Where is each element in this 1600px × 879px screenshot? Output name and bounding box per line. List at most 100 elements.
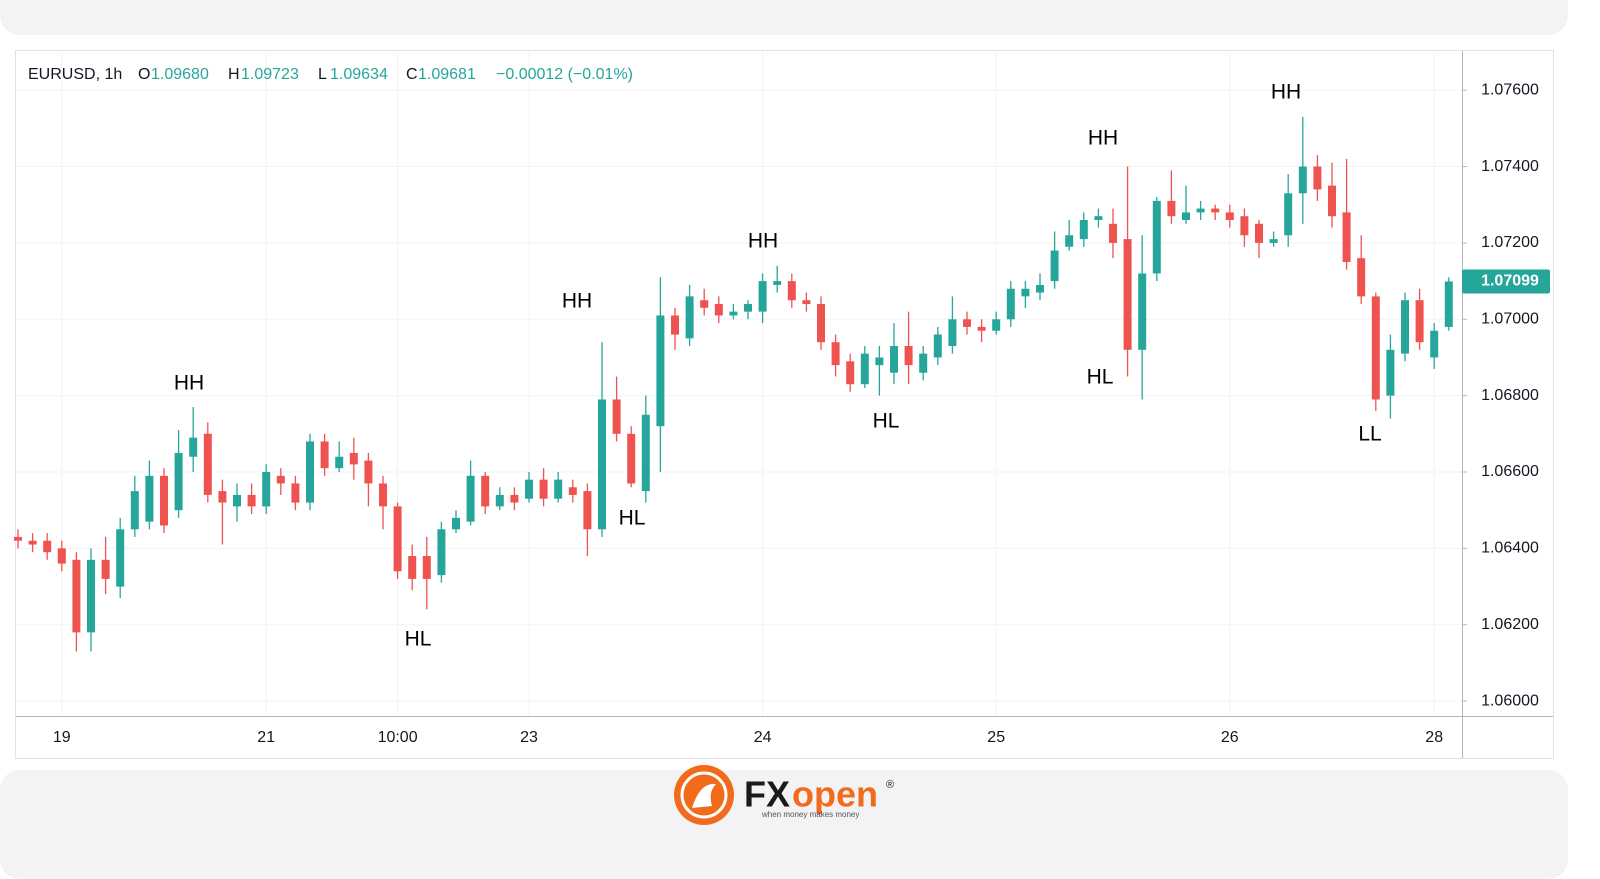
open-value: 1.09680 bbox=[151, 66, 209, 83]
logo-emblem-figure bbox=[692, 783, 716, 808]
y-tick-label: 1.07400 bbox=[1481, 158, 1539, 175]
candle-body bbox=[1401, 300, 1409, 354]
candle-body bbox=[1284, 193, 1293, 236]
candle-body bbox=[57, 548, 66, 564]
candle-body bbox=[320, 441, 329, 469]
swing-label: HH bbox=[1088, 127, 1118, 150]
candle-body bbox=[1328, 185, 1336, 217]
candle-body bbox=[276, 475, 285, 484]
candle-body bbox=[875, 357, 884, 366]
candle-body bbox=[452, 517, 460, 530]
logo-emblem-ring bbox=[680, 771, 728, 819]
candle-body bbox=[1109, 223, 1117, 243]
swing-label: HH bbox=[174, 372, 204, 395]
candle-body bbox=[714, 304, 723, 316]
x-tick-label: 25 bbox=[987, 729, 1005, 746]
candle-body bbox=[203, 433, 212, 495]
logo-fx: FX bbox=[744, 774, 790, 815]
candle-body bbox=[919, 353, 928, 373]
candle-body bbox=[744, 304, 752, 312]
candle-body bbox=[1182, 212, 1190, 221]
candle-body bbox=[568, 487, 577, 495]
candle-body bbox=[1342, 212, 1351, 263]
candle-body bbox=[1021, 288, 1030, 297]
last-price-label: 1.07099 bbox=[1481, 273, 1539, 290]
logo-tagline: when money makes money bbox=[761, 810, 859, 819]
grid bbox=[16, 52, 1462, 716]
logo-registered: ® bbox=[886, 779, 894, 791]
swing-label: HH bbox=[562, 290, 592, 313]
candle-body bbox=[641, 414, 650, 492]
candle-body bbox=[510, 494, 519, 503]
candle-body bbox=[408, 556, 417, 579]
candle-body bbox=[627, 433, 636, 484]
y-tick-label: 1.07600 bbox=[1481, 81, 1539, 98]
candle-body bbox=[1094, 216, 1103, 221]
candle-body bbox=[262, 472, 271, 507]
candle-body bbox=[729, 311, 738, 316]
candle-body bbox=[335, 456, 344, 469]
candle-body bbox=[1415, 300, 1424, 343]
candle-body bbox=[1269, 239, 1278, 243]
symbol: EURUSD, 1h bbox=[28, 66, 122, 83]
candle-body bbox=[525, 479, 533, 499]
candle-body bbox=[846, 361, 855, 385]
swing-label: LL bbox=[1358, 423, 1381, 446]
close-value: 1.09681 bbox=[418, 66, 476, 83]
candle-body bbox=[1196, 208, 1205, 213]
swing-label: HL bbox=[619, 507, 646, 530]
candle-body bbox=[14, 536, 22, 541]
candles bbox=[14, 116, 1453, 652]
candle-body bbox=[802, 300, 811, 305]
candle-body bbox=[933, 334, 942, 358]
candle-body bbox=[904, 346, 913, 366]
candle-body bbox=[174, 452, 183, 511]
candle-body bbox=[349, 452, 358, 465]
candle-body bbox=[539, 479, 548, 499]
swing-label: HL bbox=[405, 628, 432, 651]
candle-body bbox=[612, 399, 621, 434]
x-tick-label: 23 bbox=[520, 729, 538, 746]
candle-body bbox=[598, 399, 606, 530]
low-value: 1.09634 bbox=[330, 66, 388, 83]
candle-body bbox=[831, 342, 840, 366]
candle-body bbox=[817, 304, 825, 343]
candle-body bbox=[247, 494, 256, 507]
candle-body bbox=[1298, 166, 1307, 194]
y-tick-label: 1.07200 bbox=[1481, 234, 1539, 251]
candle-body bbox=[758, 281, 767, 312]
candle-body bbox=[233, 494, 241, 507]
y-tick-label: 1.07000 bbox=[1481, 310, 1539, 327]
change-value: −0.00012 (−0.01%) bbox=[496, 66, 633, 83]
candle-body bbox=[306, 441, 314, 503]
candle-body bbox=[28, 540, 37, 545]
x-tick-label: 26 bbox=[1221, 729, 1239, 746]
candle-body bbox=[1313, 166, 1322, 190]
candle-body bbox=[364, 460, 373, 484]
candle-body bbox=[1036, 284, 1044, 293]
candle-body bbox=[160, 475, 168, 526]
candle-body bbox=[554, 479, 563, 499]
chart-frame bbox=[15, 50, 1554, 759]
candle-body bbox=[1371, 296, 1380, 400]
candle-body bbox=[1386, 349, 1395, 396]
top-band bbox=[0, 0, 1568, 35]
x-tick-label: 28 bbox=[1425, 729, 1443, 746]
x-tick-label: 21 bbox=[257, 729, 275, 746]
swing-label: HH bbox=[1271, 81, 1301, 104]
last-price-tag bbox=[1462, 269, 1550, 294]
open-label: O bbox=[138, 66, 150, 83]
candle-body bbox=[992, 319, 1001, 331]
y-tick-label: 1.06200 bbox=[1481, 616, 1539, 633]
x-tick-label: 19 bbox=[53, 729, 71, 746]
candle-body bbox=[291, 483, 300, 503]
y-tick-label: 1.06000 bbox=[1481, 692, 1539, 709]
candle-body bbox=[101, 559, 110, 579]
swing-label: HL bbox=[1087, 366, 1114, 389]
y-tick-label: 1.06600 bbox=[1481, 463, 1539, 480]
candle-body bbox=[218, 491, 227, 503]
candle-body bbox=[466, 475, 475, 522]
swing-label: HH bbox=[748, 230, 778, 253]
